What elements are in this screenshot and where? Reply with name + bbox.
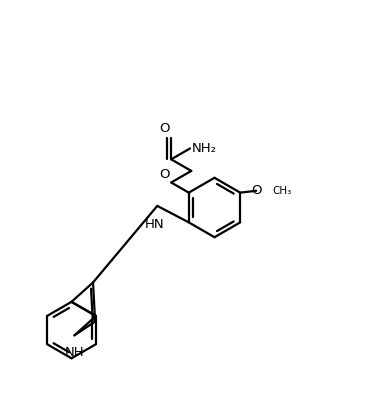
Text: HN: HN bbox=[145, 217, 165, 230]
Text: O: O bbox=[159, 168, 169, 181]
Text: O: O bbox=[159, 122, 169, 134]
Text: O: O bbox=[252, 184, 262, 197]
Text: CH₃: CH₃ bbox=[273, 186, 292, 196]
Text: NH₂: NH₂ bbox=[192, 142, 217, 155]
Text: NH: NH bbox=[64, 346, 84, 359]
